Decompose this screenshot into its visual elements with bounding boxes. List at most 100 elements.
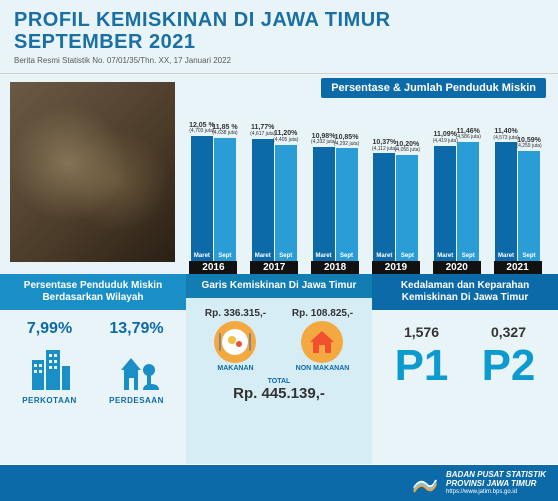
col3-body: 1,576 P1 0,327 P2 (372, 310, 558, 464)
village-icon (113, 342, 161, 392)
makanan-label: MAKANAN (194, 365, 278, 372)
year-group: 12,05 %(4,703 juta)Maret11,85 %(4,638 ju… (183, 121, 244, 274)
footer-url: https://www.jatim.bps.go.id (446, 489, 546, 496)
total-value: Rp. 445.139,- (192, 385, 366, 402)
col2-body: Rp. 336.315,- MAKANAN Rp. 108.825,- NON … (186, 298, 372, 464)
period-label: Sept (218, 253, 231, 259)
makanan-item: Rp. 336.315,- MAKANAN (194, 308, 278, 372)
perdesaan-pct: 13,79% (93, 320, 180, 338)
year-group: 11,09%(4,419 juta)Maret11,46%(4,586 juta… (426, 121, 487, 274)
year-group: 10,37%(4,112 juta) Maret 10,20%(4,056 juta… (365, 121, 426, 274)
nonmakanan-value: Rp. 108.825,- (281, 308, 365, 319)
footer-line1: BADAN PUSAT STATISTIK (446, 470, 546, 480)
footer-bar: BADAN PUSAT STATISTIK PROVINSI JAWA TIMU… (0, 465, 558, 501)
bar-pair: 11,09%(4,419 juta)Maret11,46%(4,586 juta… (426, 121, 487, 261)
bar-value-label: 10,85%(4,292 juta) (334, 134, 359, 147)
bar-sept: 11,85 %(4,638 juta)Sept (214, 138, 236, 261)
bar-value-label: 10,37%(4,112 juta) (372, 139, 397, 152)
bar-sept: 11,46%(4,586 juta)Sept (457, 142, 479, 261)
bar-pair: 10,37%(4,112 juta) Maret 10,20%(4,056 juta… (365, 121, 426, 261)
period-label: Maret (316, 253, 332, 259)
bar-value-label: 11,46%(4,586 juta) (456, 128, 481, 141)
perkotaan-label: PERKOTAAN (6, 396, 93, 405)
year-label: 2020 (433, 261, 481, 274)
nonmakanan-label: NON MAKANAN (281, 365, 365, 372)
period-label: Sept (340, 253, 353, 259)
bar-value-label: 10,20%(4,056 juta) (395, 141, 420, 154)
col-kedalaman: Kedalaman dan Keparahan Kemiskinan Di Ja… (372, 274, 558, 464)
press-release-line: Berita Resmi Statistik No. 07/01/35/Thn.… (14, 56, 544, 65)
bar-value-label: 11,09%(4,419 juta) (433, 131, 458, 144)
bar-sept: 10,20%(4,056 juta)Sept (396, 155, 418, 261)
year-group: 10,98%(4,332 juta)Maret10,85%(4,292 juta… (305, 121, 366, 274)
bar-maret: 11,40%(4,573 juta)Maret (495, 142, 517, 261)
bar-sept: 10,85%(4,292 juta)Sept (336, 148, 358, 261)
footer-line2: PROVINSI JAWA TIMUR (446, 479, 546, 489)
year-label: 2017 (250, 261, 298, 274)
year-label: 2019 (372, 261, 420, 274)
bar-maret: 12,05 %(4,703 juta)Maret (191, 136, 213, 261)
bar-value-label: 11,20%(4,405 juta) (273, 130, 298, 143)
p1-label: P1 (380, 344, 464, 388)
bar-maret: 10,98%(4,332 juta)Maret (313, 147, 335, 261)
p1-value: 1,576 (380, 324, 464, 340)
footer-text: BADAN PUSAT STATISTIK PROVINSI JAWA TIMU… (446, 470, 546, 496)
bar-value-label: 10,98%(4,332 juta) (311, 133, 336, 146)
perdesaan-item: 13,79% PERDESAAN (93, 320, 180, 405)
makanan-value: Rp. 336.315,- (194, 308, 278, 319)
year-group: 11,40%(4,573 juta)Maret10,59%(4,259 juta… (487, 121, 548, 274)
period-label: Sept (462, 253, 475, 259)
period-label: Sept (279, 253, 292, 259)
period-label: Maret (498, 253, 514, 259)
bar-value-label: 11,77%(4,617 juta) (250, 124, 275, 137)
bar-sept: 10,59%(4,259 juta)Sept (518, 151, 540, 261)
col-wilayah: Persentase Penduduk Miskin Berdasarkan W… (0, 274, 186, 464)
house-icon (301, 321, 343, 363)
header-section: PROFIL KEMISKINAN DI JAWA TIMUR SEPTEMBE… (0, 0, 558, 74)
period-label: Maret (255, 253, 271, 259)
bar-pair: 10,98%(4,332 juta)Maret10,85%(4,292 juta… (305, 121, 366, 261)
bar-chart: Persentase & Jumlah Penduduk Miskin 12,0… (175, 74, 558, 274)
bps-logo-icon (412, 470, 438, 496)
infographic-page: PROFIL KEMISKINAN DI JAWA TIMUR SEPTEMBE… (0, 0, 558, 501)
col-garis: Garis Kemiskinan Di Jawa Timur Rp. 336.3… (186, 274, 372, 464)
title-line2: SEPTEMBER 2021 (14, 31, 544, 54)
col3-header: Kedalaman dan Keparahan Kemiskinan Di Ja… (372, 274, 558, 310)
nonmakanan-item: Rp. 108.825,- NON MAKANAN (281, 308, 365, 372)
perkotaan-item: 7,99% PERKOTAAN (6, 320, 93, 405)
chart-title: Persentase & Jumlah Penduduk Miskin (321, 78, 546, 98)
p2-label: P2 (467, 344, 551, 388)
bar-value-label: 12,05 %(4,703 juta) (189, 122, 215, 135)
period-label: Sept (523, 253, 536, 259)
p2-value: 0,327 (467, 324, 551, 340)
chart-section: Persentase & Jumlah Penduduk Miskin 12,0… (0, 74, 558, 274)
total-label: TOTAL (192, 378, 366, 385)
bar-pair: 12,05 %(4,703 juta)Maret11,85 %(4,638 ju… (183, 121, 244, 261)
year-label: 2018 (311, 261, 359, 274)
bar-value-label: 10,59%(4,259 juta) (516, 137, 541, 150)
bar-pair: 11,40%(4,573 juta)Maret10,59%(4,259 juta… (487, 121, 548, 261)
bars-container: 12,05 %(4,703 juta)Maret11,85 %(4,638 ju… (183, 102, 548, 274)
p1-item: 1,576 P1 (380, 324, 464, 388)
perdesaan-label: PERDESAAN (93, 396, 180, 405)
bar-maret: 11,77%(4,617 juta)Maret (252, 139, 274, 261)
period-label: Maret (437, 253, 453, 259)
city-icon (26, 342, 74, 392)
period-label: Sept (401, 253, 414, 259)
period-label: Maret (376, 253, 392, 259)
perkotaan-pct: 7,99% (6, 320, 93, 338)
bar-value-label: 11,40%(4,573 juta) (493, 128, 518, 141)
year-label: 2021 (494, 261, 542, 274)
bar-maret: 11,09%(4,419 juta)Maret (434, 146, 456, 261)
bar-sept: 11,20%(4,405 juta)Sept (275, 145, 297, 261)
bar-pair: 11,77%(4,617 juta)Maret11,20%(4,405 juta… (244, 121, 305, 261)
col1-body: 7,99% PERKOTAAN 13,79% PERDESAAN (0, 310, 186, 464)
period-label: Maret (194, 253, 210, 259)
photo-placeholder (10, 82, 175, 262)
p2-item: 0,327 P2 (467, 324, 551, 388)
three-column-section: Persentase Penduduk Miskin Berdasarkan W… (0, 274, 558, 464)
food-icon (214, 321, 256, 363)
year-label: 2016 (189, 261, 237, 274)
year-group: 11,77%(4,617 juta)Maret11,20%(4,405 juta… (244, 121, 305, 274)
bar-value-label: 11,85 %(4,638 juta) (212, 124, 237, 137)
